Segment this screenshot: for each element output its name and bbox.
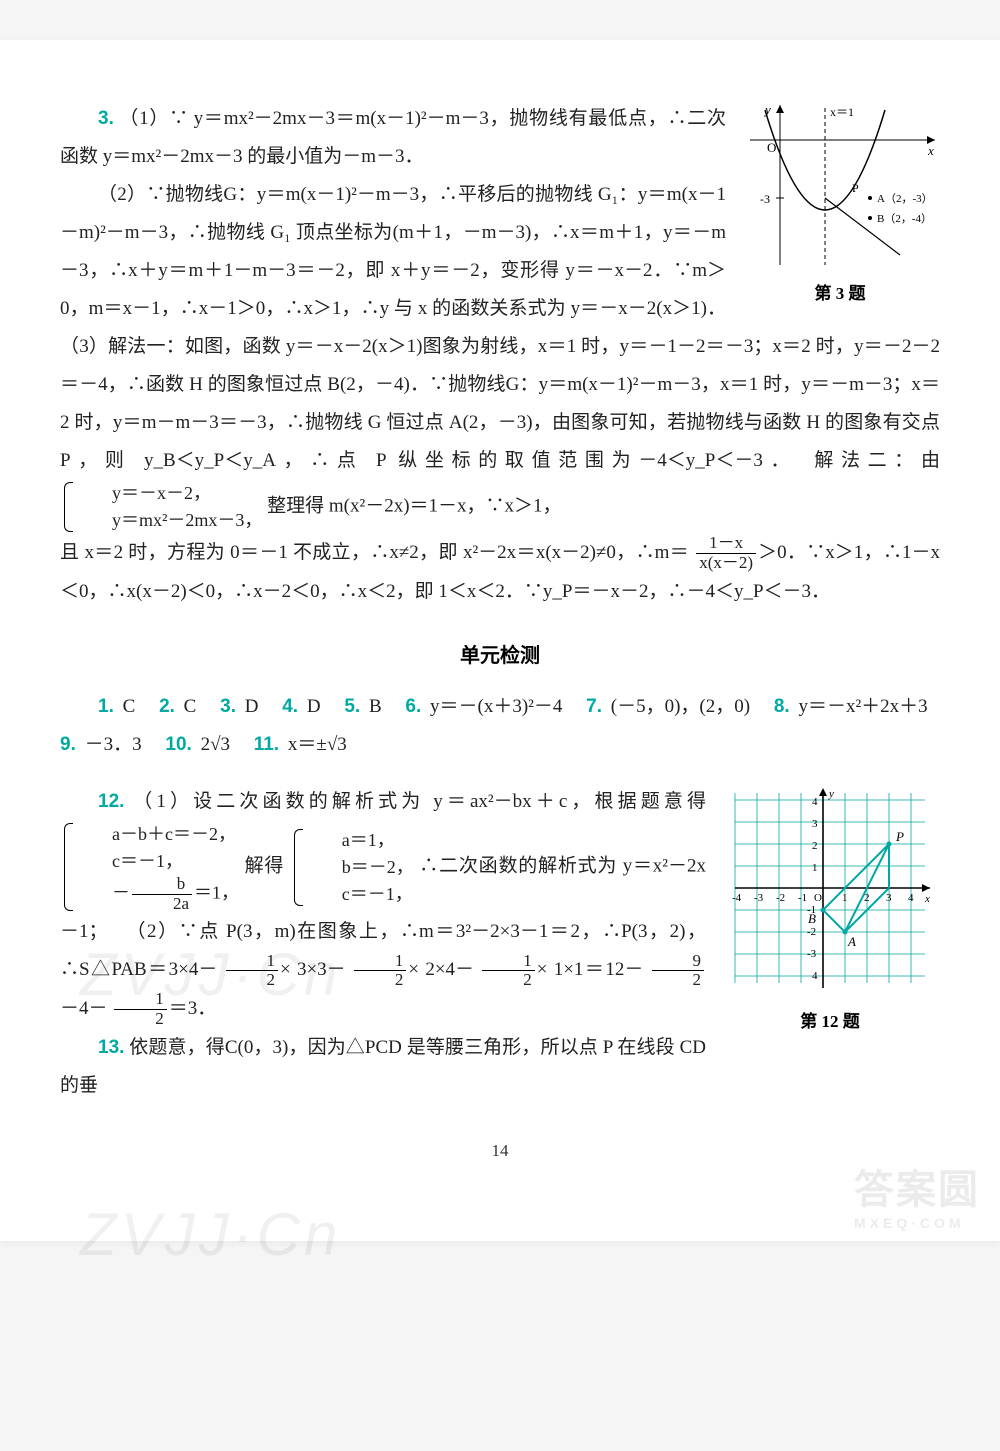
svg-text:x＝1: x＝1: [830, 105, 854, 119]
ht2: × 2×4－: [408, 959, 474, 980]
a4-v: D: [307, 696, 321, 717]
p3-part1-text: （1）∵ y＝mx²－2mx－3＝m(x－1)²－m－3，抛物线有最低点，∴二次…: [60, 108, 726, 167]
svg-text:B（2，-4）: B（2，-4）: [877, 212, 932, 225]
svg-text:A: A: [847, 934, 856, 949]
a9-v: －3．3: [85, 734, 142, 755]
p3-part3c-text: 且 x＝2 时，方程为 0＝－1 不成立，∴x≠2，即 x²－2x＝x(x－2)…: [60, 542, 689, 563]
half-4: 12: [114, 990, 167, 1028]
q3-number: 3.: [98, 108, 114, 129]
a5-v: B: [369, 696, 382, 717]
a5-n: 5.: [344, 696, 360, 717]
equation-system-2: a－b＋c＝－2， c＝－1， －b2a＝1，: [60, 821, 239, 913]
ht3: × 1×1＝12－: [537, 959, 644, 980]
figure-12: -4-3-2-1 O 1234 1234 -1-2-34 y x P A B 第…: [720, 783, 940, 1032]
svg-text:P: P: [852, 181, 859, 195]
a7-v: (－5，0)，(2，0): [611, 696, 750, 717]
a2-n: 2.: [159, 696, 175, 717]
sys2a-l2: c＝－1，: [74, 848, 239, 875]
p13-part: 13. 依题意，得C(0，3)，因为△PCD 是等腰三角形，所以点 P 在线段 …: [60, 1029, 940, 1105]
figure-3: O y x x＝1 -3 P A（2，-3） B（2，-4） 第 3 题: [740, 100, 940, 304]
figure-3-caption: 第 3 题: [740, 279, 940, 304]
sys2b-l2: b＝－2，: [304, 854, 414, 881]
ht1: × 3×3－: [280, 959, 346, 980]
svg-text:-4: -4: [732, 892, 742, 904]
figure-12-caption: 第 12 题: [720, 1007, 940, 1032]
svg-text:-3: -3: [807, 948, 817, 960]
p3-part3b-after: 整理得 m(x²－2x)＝1－x，∵x＞1，: [267, 495, 561, 516]
a7-n: 7.: [586, 696, 602, 717]
a3-v: D: [245, 696, 259, 717]
svg-text:A（2，-3）: A（2，-3）: [877, 192, 933, 205]
a8-v: y＝－x²＋2x＋3: [798, 696, 927, 717]
a1-v: C: [123, 696, 136, 717]
svg-text:4: 4: [812, 796, 818, 808]
frac1-den: x(x－2): [696, 554, 756, 573]
svg-text:B: B: [808, 911, 816, 926]
a3-n: 3.: [220, 696, 236, 717]
page-number: 14: [60, 1141, 940, 1161]
svg-text:3: 3: [812, 818, 818, 830]
a9-n: 9.: [60, 734, 76, 755]
svg-text:x: x: [927, 143, 934, 158]
equation-system-3: a＝1， b＝－2， c＝－1，: [290, 827, 414, 908]
p13-text: 依题意，得C(0，3)，因为△PCD 是等腰三角形，所以点 P 在线段 CD 的…: [60, 1037, 706, 1096]
half-3: 12: [482, 952, 535, 990]
ht4: －4－: [60, 998, 108, 1019]
a11-v: x＝±√3: [288, 734, 347, 755]
half-1: 12: [226, 952, 279, 990]
sys2a-l1: a－b＋c＝－2，: [74, 821, 239, 848]
sys2b-l3: c＝－1，: [304, 881, 414, 908]
a10-v: 2√3: [201, 734, 230, 755]
p3-part2-text: （2）∵抛物线G：y＝m(x－1)²－m－3，∴平移后的抛物线 G₁：y＝m(x…: [60, 184, 726, 319]
svg-text:-2: -2: [807, 926, 816, 938]
q12-number: 12.: [98, 791, 124, 812]
wm3-sub: MXEQ·COM: [854, 1215, 980, 1231]
p12-p1-text: （1）设二次函数的解析式为 y＝ax²－bx＋c，根据题意得: [133, 791, 706, 812]
svg-text:4: 4: [908, 892, 914, 904]
half-2: 12: [354, 952, 407, 990]
svg-text:1: 1: [842, 892, 848, 904]
sys1-line1: y＝－x－2，: [74, 480, 262, 507]
sys2b-l1: a＝1，: [304, 827, 414, 854]
svg-text:-3: -3: [754, 892, 764, 904]
answers-row-1: 1. C 2. C 3. D 4. D 5. B 6. y＝－(x＋3)²－4 …: [60, 688, 940, 764]
a10-n: 10.: [165, 734, 191, 755]
svg-text:2: 2: [812, 840, 818, 852]
ht5: ＝3．: [169, 998, 217, 1019]
sys2a-l3: －b2a＝1，: [74, 875, 239, 913]
svg-text:1: 1: [812, 862, 818, 874]
p3-part3a-text: （3）解法一：如图，函数 y＝－x－2(x＞1)图象为射线，x＝1 时，y＝－1…: [60, 336, 940, 471]
figure-12-svg: -4-3-2-1 O 1234 1234 -1-2-34 y x P A B: [720, 783, 940, 998]
figure-3-svg: O y x x＝1 -3 P A（2，-3） B（2，-4）: [740, 100, 940, 270]
equation-system-1: y＝－x－2， y＝mx²－2mx－3，: [60, 480, 262, 534]
unit-test-title: 单元检测: [60, 639, 940, 668]
sys-mid: 解得: [245, 855, 285, 876]
a6-v: y＝－(x＋3)²－4: [430, 696, 562, 717]
a1-n: 1.: [98, 696, 114, 717]
watermark-2: ZVJJ·Cn: [80, 1200, 341, 1269]
watermark-3: 答案圆 MXEQ·COM: [854, 1157, 980, 1231]
svg-text:x: x: [924, 893, 930, 905]
svg-text:-3: -3: [760, 192, 770, 206]
ninehalf: 92: [652, 952, 705, 990]
a8-n: 8.: [774, 696, 790, 717]
svg-text:3: 3: [886, 892, 892, 904]
p3-part3c: 且 x＝2 时，方程为 0＝－1 不成立，∴x≠2，即 x²－2x＝x(x－2)…: [60, 534, 940, 611]
a4-n: 4.: [282, 696, 298, 717]
svg-text:-1: -1: [798, 892, 807, 904]
q13-number: 13.: [98, 1037, 124, 1058]
svg-text:P: P: [895, 829, 904, 844]
svg-text:y: y: [828, 788, 834, 800]
svg-text:O: O: [814, 892, 822, 904]
p3-part3b-lead: 解法二：由: [814, 450, 940, 471]
svg-text:-2: -2: [776, 892, 785, 904]
sys1-line2: y＝mx²－2mx－3，: [74, 507, 262, 534]
svg-text:4: 4: [812, 970, 818, 982]
frac-1: 1－x x(x－2): [696, 534, 756, 572]
a11-n: 11.: [254, 734, 279, 755]
frac1-num: 1－x: [696, 534, 756, 554]
a2-v: C: [184, 696, 197, 717]
a6-n: 6.: [405, 696, 421, 717]
wm3-main: 答案圆: [854, 1168, 980, 1212]
